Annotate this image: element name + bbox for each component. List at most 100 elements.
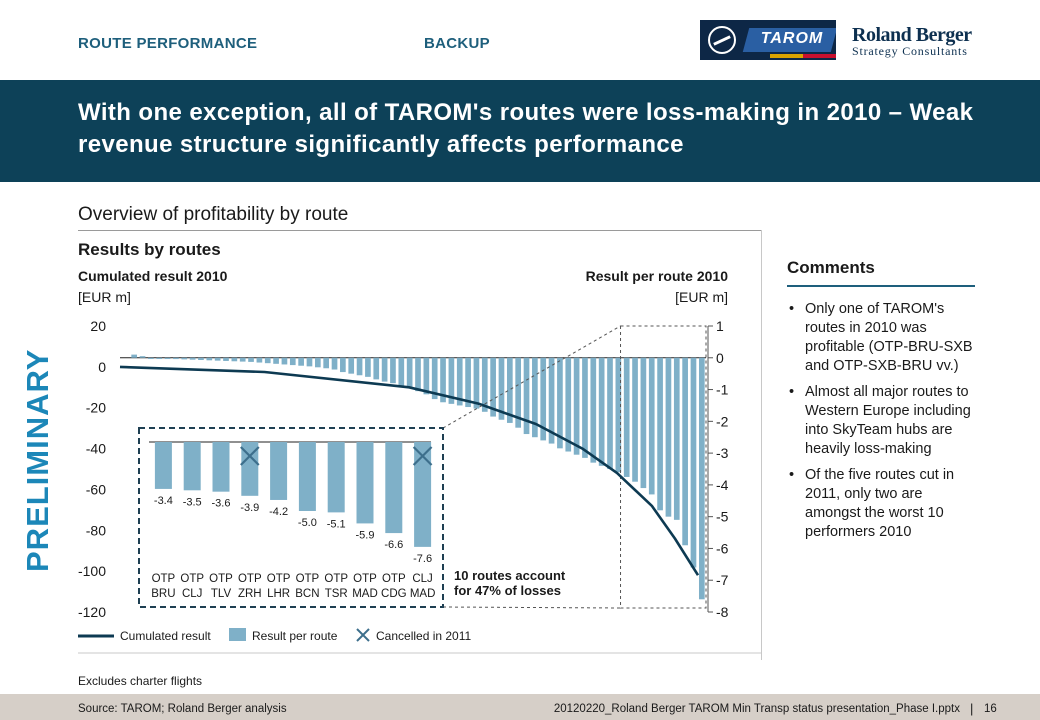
inset-route-origin: OTP [180,573,204,585]
headline-banner: With one exception, all of TAROM's route… [0,80,1040,182]
footer-separator: | [970,701,974,716]
right-axis-tick: 0 [716,350,724,366]
route-bar [356,357,363,376]
route-bar [565,357,572,452]
route-bar [131,354,138,358]
inset-route-destination: BCN [295,588,319,600]
route-bar [139,356,146,358]
comments-list: Only one of TAROM's routes in 2010 was p… [787,300,982,549]
route-bar [390,357,396,384]
route-bar [682,357,688,546]
inset-value-label: -3.4 [154,495,173,507]
section-tag: ROUTE PERFORMANCE [78,35,258,52]
route-bar [523,357,530,435]
route-bar [314,357,321,368]
inset-route-origin: CLJ [412,573,432,585]
route-bar [673,357,680,520]
route-bar [264,357,271,364]
route-bar [456,357,463,406]
route-bar [590,357,597,463]
inset-value-label: -6.6 [384,539,403,551]
legend-per-route-label: Result per route [252,629,338,643]
route-bar [156,357,163,359]
inset-connector-bottom [442,606,621,609]
route-bar [164,357,171,359]
comments-underline [787,285,975,287]
cancelled-cross-icon [412,446,433,466]
inset-value-label: -5.0 [298,517,317,529]
route-bar [415,357,421,392]
inset-route-bar [183,442,201,491]
route-bar [331,357,338,370]
chart-title: Results by routes [78,240,221,259]
backup-tag: BACKUP [424,35,490,52]
route-bar [640,357,647,489]
route-bar [448,357,455,404]
left-axis-tick: 20 [90,318,106,334]
route-bar [648,357,655,495]
route-bar [557,357,563,449]
right-axis-tick: -3 [716,445,729,461]
right-axis-tick: -2 [716,413,729,429]
route-bar [181,357,188,360]
tarom-logo: TAROM [700,20,836,60]
inset-route-bar [154,442,172,489]
route-bar [440,357,446,403]
comments-title: Comments [787,258,875,277]
route-bar [198,357,204,361]
right-axis-title: Result per route 2010 [585,268,728,284]
route-bar [381,357,388,382]
left-axis-tick: 0 [98,359,106,375]
inset-route-bar [414,442,432,547]
route-bar [189,357,196,360]
route-bar [623,357,630,477]
inset-value-label: -5.1 [327,518,346,530]
left-axis-tick: -60 [86,481,106,497]
inset-route-origin: OTP [353,573,377,585]
inset-value-label: -3.6 [212,498,231,510]
inset-route-origin: OTP [324,573,348,585]
cumulated-result-line [119,365,700,576]
right-axis-unit: [EUR m] [675,289,728,305]
left-axis-title: Cumulated result 2010 [78,268,228,284]
route-bar [657,357,663,511]
right-axis-tick: -8 [716,604,729,620]
right-axis-tick: -7 [716,572,729,588]
route-bar [323,357,330,369]
route-bar [223,357,229,361]
legend-bar-swatch [229,628,246,641]
inset-connector-top [442,325,621,429]
page-number: 16 [984,703,997,715]
route-bar [289,357,296,366]
right-axis-tick: -4 [716,477,729,493]
inset-route-bar [241,442,259,496]
footer-source: Source: TAROM; Roland Berger analysis [78,703,287,715]
route-bar [465,357,471,408]
route-bar [615,357,622,473]
route-bar [365,357,371,377]
route-bar [173,357,179,360]
inset-value-label: -7.6 [413,553,432,565]
inset-route-origin: OTP [209,573,233,585]
tarom-logo-text: TAROM [760,30,824,47]
inset-value-label: -4.2 [269,506,288,518]
route-bar [690,357,697,568]
inset-route-bar [385,442,403,534]
route-bar [231,357,238,362]
cancelled-cross-icon [240,446,260,466]
inset-annotation-line1: 10 routes account [454,568,566,583]
inset-route-destination: ZRH [238,588,262,600]
inset-route-origin: OTP [152,573,176,585]
overview-underline [78,230,762,231]
legend-cumulated-label: Cumulated result [120,629,211,643]
route-bar [256,357,263,363]
inset-value-label: -5.9 [356,529,375,541]
inset-route-destination: MAD [352,588,378,600]
inset-annotation-line2: for 47% of losses [454,583,561,598]
left-axis-unit: [EUR m] [78,289,131,305]
tarom-logo-stripe [770,54,836,58]
route-bar [340,357,346,373]
route-bar [348,357,355,374]
route-bar [214,357,221,361]
route-bar [306,357,313,367]
